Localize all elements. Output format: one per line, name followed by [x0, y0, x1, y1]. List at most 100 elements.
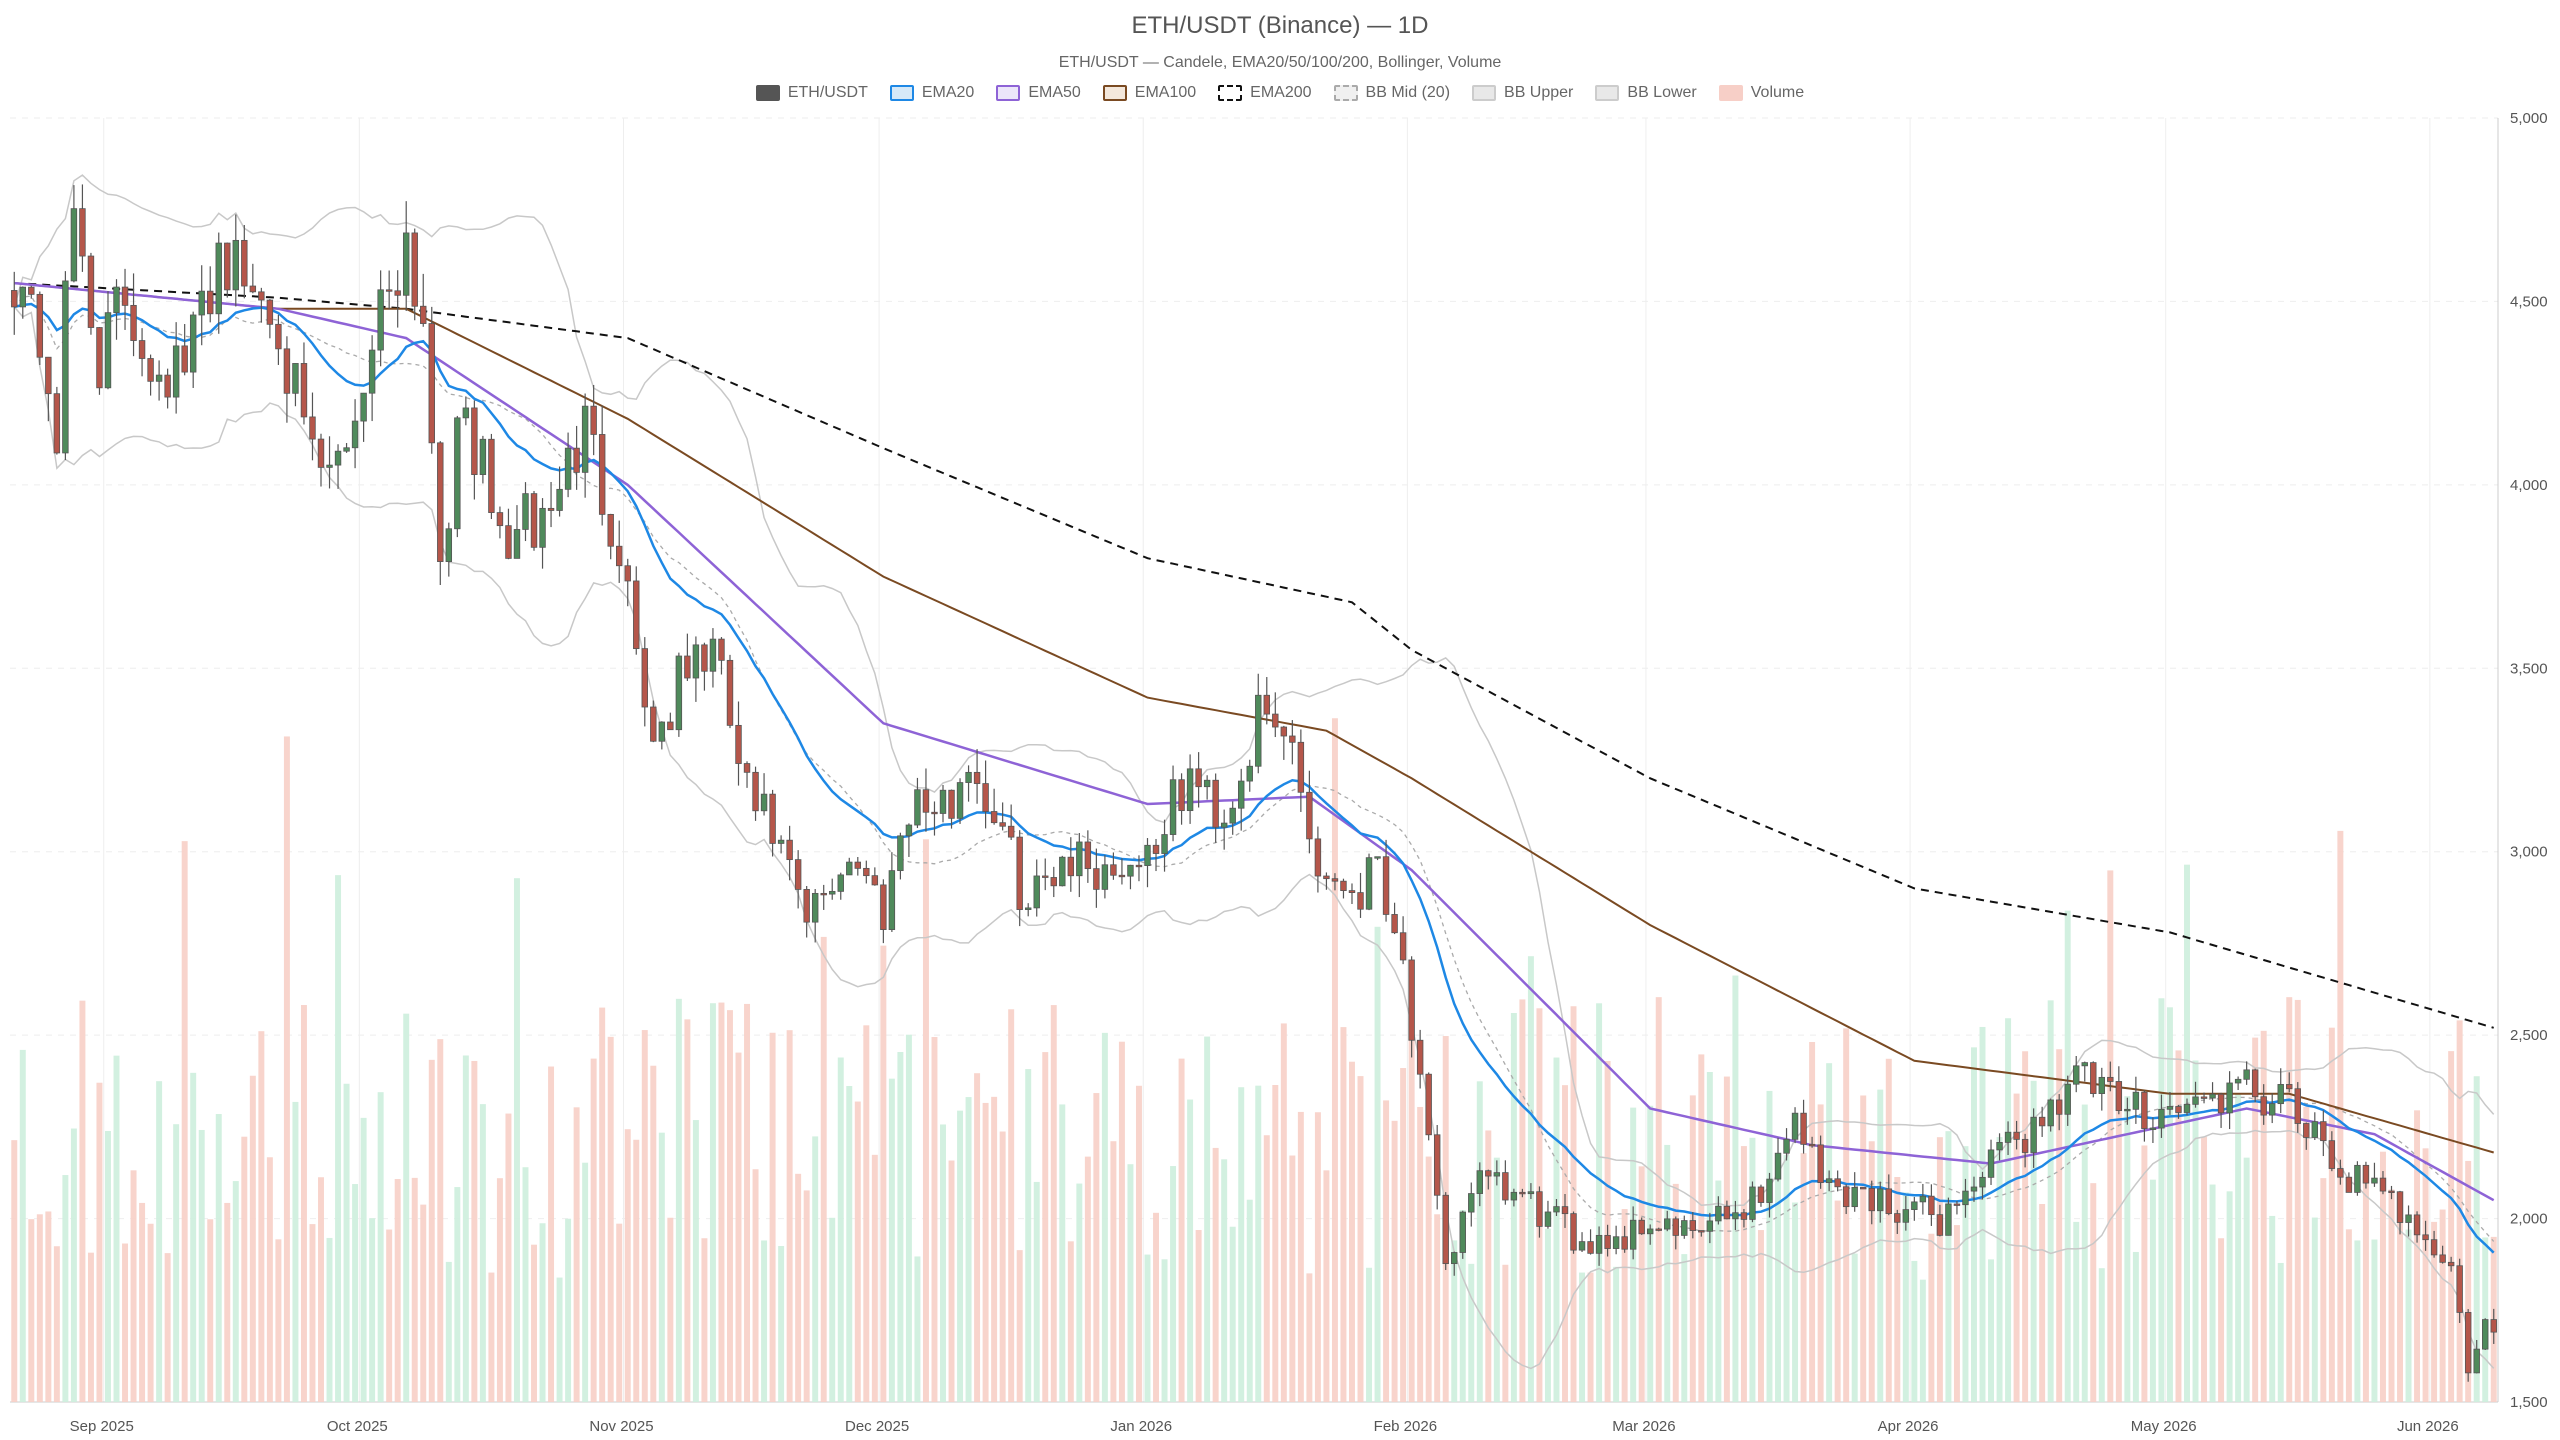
volume-bar — [53, 1246, 60, 1402]
candle-body — [2328, 1140, 2336, 1169]
volume-bar — [556, 1277, 563, 1402]
candle-body — [769, 793, 776, 844]
volume-bar — [624, 1129, 631, 1402]
candle-body — [598, 434, 606, 515]
volume-bar — [761, 1240, 768, 1402]
y-tick-label: 3,500 — [2510, 660, 2548, 677]
candle-body — [164, 374, 171, 398]
volume-bar — [744, 1003, 751, 1402]
volume-bar — [156, 1081, 163, 1402]
volume-bar — [2064, 910, 2071, 1402]
candle-body — [411, 232, 418, 307]
volume-bar — [684, 1019, 691, 1402]
candle-body — [87, 255, 95, 328]
volume-bar — [565, 1218, 572, 1402]
volume-bar — [343, 1083, 350, 1402]
volume-bar — [1638, 1166, 1645, 1402]
candle-body — [479, 438, 487, 475]
volume-bar — [1868, 1141, 1875, 1402]
candle-body — [658, 721, 666, 742]
legend-item: EMA100 — [1102, 84, 1197, 102]
volume-bar — [1221, 1159, 1228, 1402]
candle-body — [701, 644, 708, 672]
volume-bar — [1826, 1063, 1833, 1402]
candle-body — [1970, 1186, 1978, 1192]
candle-body — [2200, 1096, 2208, 1099]
candle-body — [1459, 1211, 1466, 1253]
volume-bar — [1485, 1130, 1492, 1402]
volume-bar — [1928, 1233, 1935, 1402]
volume-bar — [786, 1030, 793, 1402]
candle-body — [2396, 1191, 2404, 1223]
candle-body — [2277, 1084, 2284, 1105]
candle-body — [2388, 1190, 2395, 1193]
volume-bar — [539, 1223, 546, 1402]
candle-body — [1868, 1187, 1875, 1212]
candle-body — [172, 345, 180, 398]
volume-bar — [215, 1114, 222, 1402]
legend-label: BB Lower — [1627, 84, 1697, 101]
volume-bar — [1340, 1027, 1347, 1402]
candle-body — [1050, 877, 1057, 887]
volume-bar — [1280, 1023, 1287, 1402]
legend-label: EMA200 — [1250, 84, 1312, 101]
candle-body — [513, 529, 521, 559]
volume-bar — [318, 1177, 324, 1402]
volume-bar — [369, 1218, 376, 1402]
candle-body — [1519, 1191, 1526, 1195]
candle-body — [1161, 834, 1168, 854]
volume-bar — [479, 1104, 486, 1402]
volume-bar — [2030, 1080, 2037, 1402]
volume-bar — [1979, 1026, 1986, 1402]
volume-bar — [164, 1253, 171, 1402]
candle-body — [1842, 1186, 1850, 1208]
candle-body — [692, 644, 700, 679]
candle-body — [2473, 1348, 2480, 1374]
volume-bar — [62, 1175, 69, 1402]
candle-body — [1263, 694, 1270, 715]
volume-bar — [105, 1131, 111, 1402]
volume-bar — [982, 1102, 989, 1402]
candle-body — [641, 648, 648, 708]
y-tick-label: 2,500 — [2510, 1027, 2548, 1044]
candle-body — [581, 405, 589, 473]
candle-body — [1016, 836, 1023, 910]
volume-bar — [1476, 1081, 1483, 1402]
candle-body — [2268, 1103, 2276, 1116]
candle-body — [130, 304, 137, 341]
candle-body — [1093, 868, 1100, 890]
legend-label: EMA100 — [1134, 84, 1197, 101]
volume-bar — [931, 1037, 938, 1402]
volume-bar — [752, 1169, 759, 1402]
volume-bar — [1775, 1159, 1781, 1402]
volume-bar — [1127, 1164, 1134, 1402]
legend-item: BB Upper — [1472, 84, 1573, 102]
volume-bar — [496, 1178, 503, 1402]
legend-swatch — [1718, 85, 1743, 101]
volume-bar — [1391, 1120, 1398, 1402]
chart-subtitle: ETH/USDT — Candele, EMA20/50/100/200, Bo… — [1058, 54, 1502, 71]
volume-bar — [2005, 1018, 2012, 1402]
volume-bar — [2022, 1051, 2029, 1402]
volume-bar — [139, 1202, 146, 1402]
volume-bar — [420, 1204, 427, 1402]
volume-bar — [692, 1120, 699, 1402]
volume-bar — [846, 1085, 853, 1402]
volume-bar — [28, 1219, 35, 1402]
volume-bar — [863, 1025, 870, 1402]
volume-bar — [650, 1065, 657, 1402]
legend-swatch — [1102, 85, 1127, 101]
volume-bar — [1621, 1209, 1628, 1402]
candle-body — [360, 392, 367, 422]
volume-bar — [1945, 1131, 1952, 1402]
x-tick-label: Feb 2026 — [1374, 1418, 1437, 1435]
volume-bar — [1988, 1259, 1995, 1402]
candle-body — [2175, 1106, 2182, 1113]
candle-body — [1715, 1205, 1722, 1222]
volume-bar — [2081, 1104, 2088, 1402]
candle-body — [1646, 1228, 1654, 1235]
volume-bar — [437, 1039, 444, 1402]
candle-body — [45, 356, 52, 395]
volume-bar — [1723, 1076, 1730, 1402]
